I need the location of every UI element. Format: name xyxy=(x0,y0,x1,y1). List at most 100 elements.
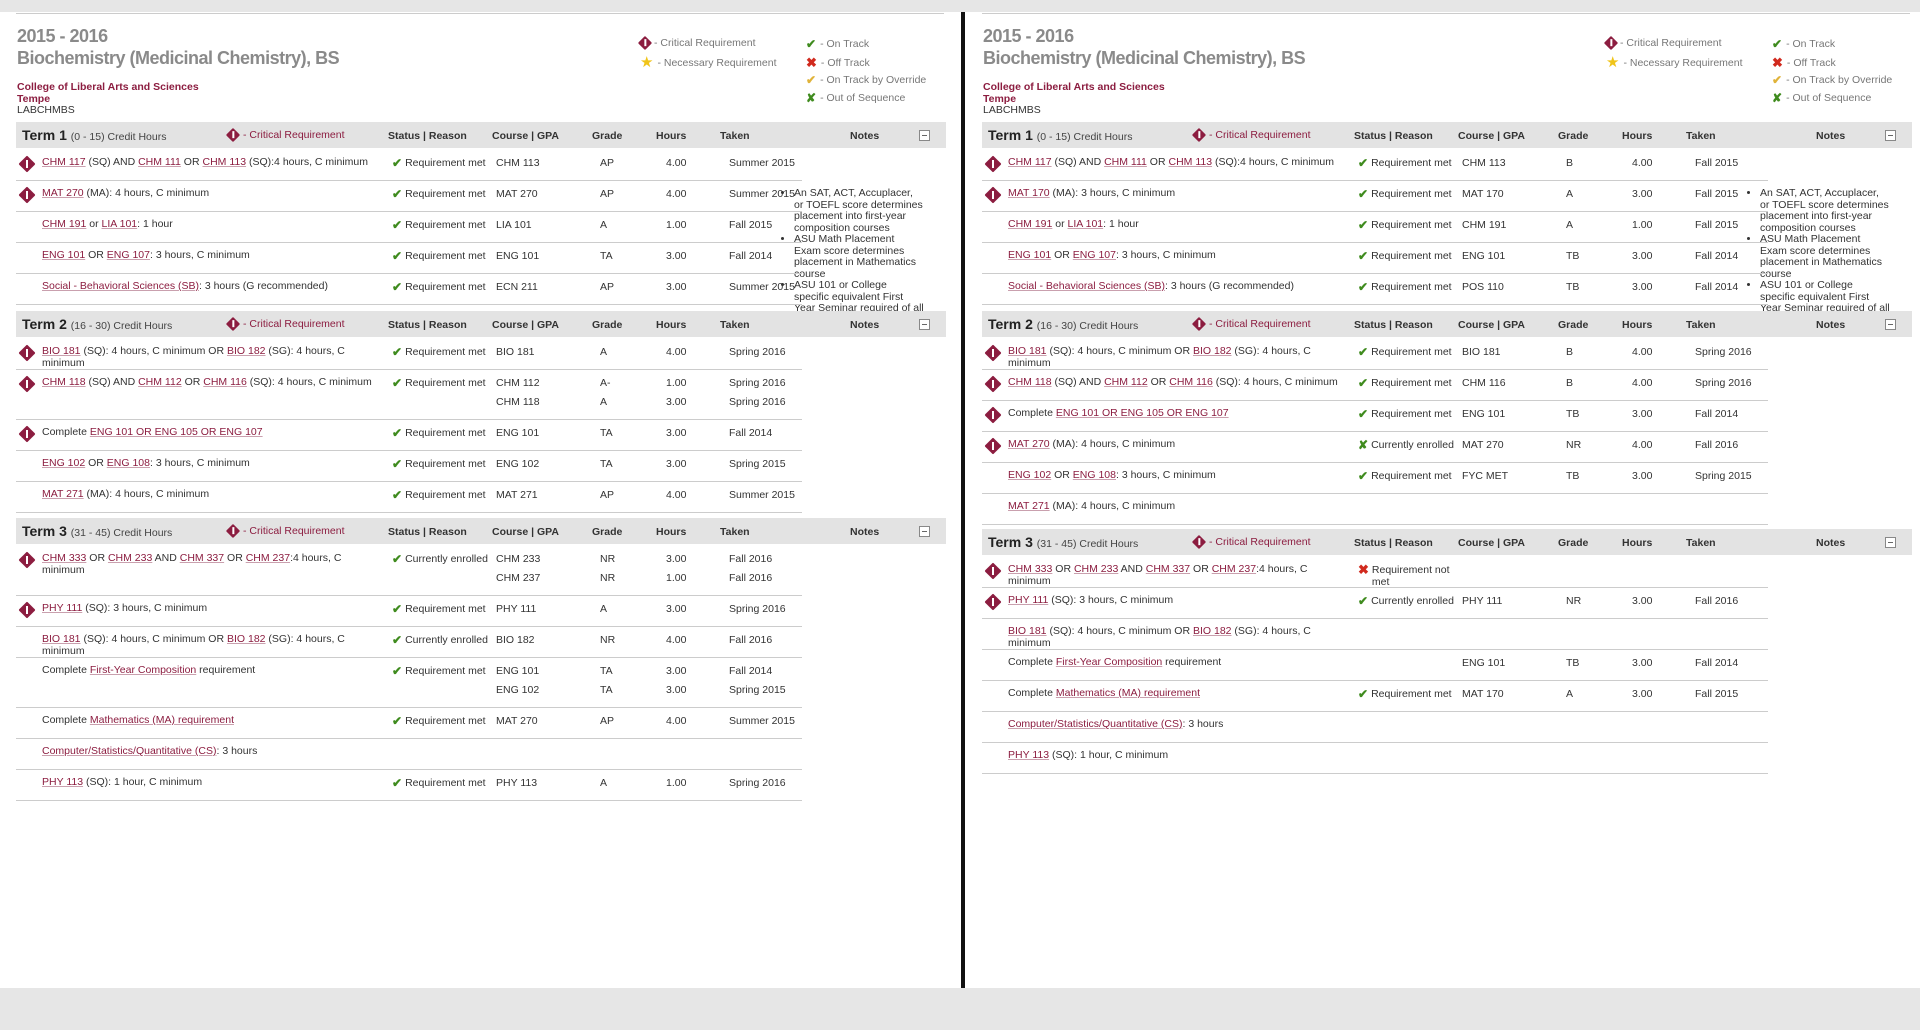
course-link[interactable]: CHM 233 xyxy=(107,552,153,564)
course-link[interactable]: CHM 113 xyxy=(202,156,247,168)
course-taken: Fall 2015 xyxy=(1695,188,1739,200)
course-link[interactable]: ENG 102 xyxy=(1008,469,1052,481)
course-link[interactable]: BIO 182 xyxy=(1192,625,1232,637)
course-link[interactable]: CHM 111 xyxy=(138,156,181,168)
course-link[interactable]: MAT 270 xyxy=(1008,438,1050,450)
course-link[interactable]: CHM 118 xyxy=(1008,376,1052,388)
course-link[interactable]: PHY 113 xyxy=(1008,749,1050,761)
course-taken: Summer 2015 xyxy=(729,157,795,169)
course-link[interactable]: CHM 111 xyxy=(1104,156,1147,168)
course-link[interactable]: BIO 182 xyxy=(226,345,266,357)
requirement-fragment: (SQ) AND xyxy=(1051,156,1105,168)
course-link[interactable]: MAT 170 xyxy=(1008,187,1050,199)
course-link[interactable]: CHM 233 xyxy=(1073,563,1119,575)
course-link[interactable]: MAT 271 xyxy=(1008,500,1050,512)
course-course: CHM 113 xyxy=(1462,157,1506,169)
course-link[interactable]: MAT 271 xyxy=(42,488,84,500)
requirement-text: Complete First-Year Composition requirem… xyxy=(42,664,382,676)
course-link[interactable]: CHM 337 xyxy=(179,552,225,564)
course-link[interactable]: CHM 118 xyxy=(42,376,86,388)
course-link[interactable]: Social - Behavioral Sciences (SB) xyxy=(1008,280,1165,292)
collapse-term-icon[interactable] xyxy=(919,130,930,141)
requirement-fragment: (MA): 4 hours, C minimum xyxy=(1049,438,1176,450)
course-link[interactable]: BIO 181 xyxy=(42,345,81,357)
course-link[interactable]: CHM 333 xyxy=(42,552,87,564)
course-link[interactable]: CHM 116 xyxy=(1169,376,1213,388)
course-link[interactable]: ENG 101 xyxy=(42,249,86,261)
requirement-link[interactable]: Mathematics (MA) requirement xyxy=(89,714,234,726)
requirement-row: PHY 111 (SQ): 3 hours, C minimum ✔ Current… xyxy=(982,588,1768,619)
course-hours: 3.00 xyxy=(1632,688,1653,700)
collapse-term-icon[interactable] xyxy=(919,319,930,330)
course-link[interactable]: Social - Behavioral Sciences (SB) xyxy=(42,280,199,292)
collapse-term-icon[interactable] xyxy=(919,526,930,537)
course-link[interactable]: ENG 107 xyxy=(1072,249,1116,261)
collapse-term-icon[interactable] xyxy=(1885,537,1896,548)
course-link[interactable]: BIO 181 xyxy=(42,633,81,645)
course-link[interactable]: PHY 111 xyxy=(1008,594,1049,606)
course-link[interactable]: CHM 237 xyxy=(1211,563,1257,575)
course-link[interactable]: CHM 113 xyxy=(1168,156,1213,168)
college-name: College of Liberal Arts and Sciences xyxy=(983,81,1165,93)
legend-on-track: ✔ - On Track xyxy=(1772,37,1835,51)
x-icon: ✖ xyxy=(806,55,817,70)
requirement-status: ✔ Currently enrolled xyxy=(1358,595,1468,607)
requirement-fragment: AND xyxy=(152,552,180,564)
course-link[interactable]: CHM 337 xyxy=(1145,563,1191,575)
course-link[interactable]: LIA 101 xyxy=(101,218,138,230)
course-link[interactable]: LIA 101 xyxy=(1067,218,1104,230)
requirement-link[interactable]: ENG 101 OR ENG 105 OR ENG 107 xyxy=(1055,407,1229,419)
requirement-status: ✔ Requirement met xyxy=(1358,408,1468,420)
course-link[interactable]: ENG 107 xyxy=(106,249,150,261)
course-link[interactable]: BIO 182 xyxy=(1192,345,1232,357)
course-link[interactable]: BIO 181 xyxy=(1008,625,1047,637)
requirement-text: PHY 111 (SQ): 3 hours, C minimum xyxy=(18,601,382,619)
course-link[interactable]: CHM 117 xyxy=(1008,156,1052,168)
out-of-sequence-icon: ✘ xyxy=(1358,438,1369,452)
course-link[interactable]: ENG 102 xyxy=(42,457,86,469)
course-link[interactable]: CHM 112 xyxy=(1104,376,1148,388)
course-link[interactable]: ENG 108 xyxy=(1072,469,1116,481)
note-item: An SAT, ACT, Accuplacer, or TOEFL score … xyxy=(794,187,924,234)
course-link[interactable]: CHM 237 xyxy=(245,552,291,564)
check-icon: ✔ xyxy=(1358,218,1369,232)
requirement-link[interactable]: First-Year Composition xyxy=(89,664,197,676)
course-link[interactable]: CHM 191 xyxy=(1008,218,1053,230)
course-link[interactable]: CHM 333 xyxy=(1008,563,1053,575)
course-link[interactable]: CHM 117 xyxy=(42,156,86,168)
status-text: Requirement met xyxy=(405,777,486,789)
course-grade: A- xyxy=(600,377,611,389)
course-link[interactable]: CHM 191 xyxy=(42,218,87,230)
course-link[interactable]: ENG 101 xyxy=(1008,249,1052,261)
course-taken: Spring 2016 xyxy=(729,377,786,389)
status-text: Currently enrolled xyxy=(405,553,488,565)
course-link[interactable]: ENG 108 xyxy=(106,457,150,469)
course-course: ENG 101 xyxy=(496,250,540,262)
collapse-term-icon[interactable] xyxy=(1885,319,1896,330)
course-link[interactable]: PHY 113 xyxy=(42,776,84,788)
requirement-text: MAT 270 (MA): 4 hours, C minimum xyxy=(984,437,1348,455)
requirement-row: CHM 117 (SQ) AND CHM 111 OR CHM 113 (SQ)… xyxy=(982,150,1768,181)
requirement-link[interactable]: Mathematics (MA) requirement xyxy=(1055,687,1200,699)
legend-on-track-override-label: - On Track by Override xyxy=(1786,74,1893,86)
course-link[interactable]: BIO 182 xyxy=(226,633,266,645)
course-grade: NR xyxy=(600,634,616,646)
course-link[interactable]: Computer/Statistics/Quantitative (CS) xyxy=(1008,718,1183,730)
course-grade: A xyxy=(1566,219,1574,231)
course-hours: 3.00 xyxy=(1632,250,1653,262)
requirement-text: Computer/Statistics/Quantitative (CS): 3… xyxy=(42,745,382,757)
degree-audit-view: 2015 - 2016 Biochemistry (Medicinal Chemi… xyxy=(0,0,1920,988)
status-text: Requirement met xyxy=(1371,688,1452,700)
out-of-sequence-icon: ✘ xyxy=(1772,91,1783,105)
collapse-term-icon[interactable] xyxy=(1885,130,1896,141)
course-link[interactable]: MAT 270 xyxy=(42,187,84,199)
course-link[interactable]: CHM 112 xyxy=(138,376,182,388)
requirement-link[interactable]: ENG 101 OR ENG 105 OR ENG 107 xyxy=(89,426,263,438)
course-link[interactable]: Computer/Statistics/Quantitative (CS) xyxy=(42,745,217,757)
course-link[interactable]: CHM 116 xyxy=(203,376,247,388)
course-link[interactable]: BIO 181 xyxy=(1008,345,1047,357)
requirement-link[interactable]: First-Year Composition xyxy=(1055,656,1163,668)
course-link[interactable]: PHY 111 xyxy=(42,602,83,614)
requirement-fragment: OR xyxy=(1146,156,1169,168)
course-hours: 4.00 xyxy=(666,489,687,501)
